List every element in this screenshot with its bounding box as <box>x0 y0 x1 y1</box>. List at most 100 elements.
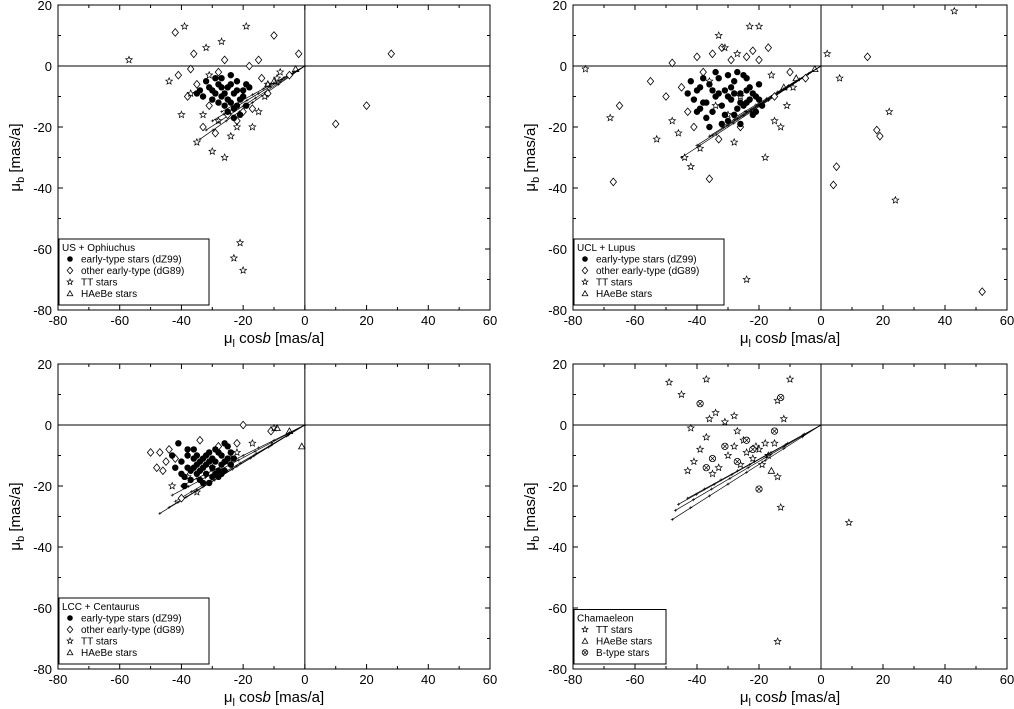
trend-line-marker <box>173 499 177 503</box>
data-point <box>702 464 710 472</box>
data-point <box>202 452 210 459</box>
y-axis-label: μb [mas/a] <box>522 123 542 191</box>
data-point <box>767 466 776 474</box>
trend-line-marker <box>670 518 674 522</box>
data-point <box>206 479 213 487</box>
data-point <box>221 90 228 97</box>
trend-line-marker <box>237 458 241 462</box>
series-open-triangle <box>779 65 819 91</box>
legend-entry: TT stars <box>81 278 117 289</box>
trend-line-marker <box>257 91 261 95</box>
y-tick-label: -60 <box>33 601 52 616</box>
data-point <box>743 75 750 82</box>
data-point <box>263 80 272 88</box>
data-point <box>731 78 738 85</box>
series-filled-circle <box>193 71 253 122</box>
legend-entry: HAeBe stars <box>596 637 652 648</box>
data-point <box>723 451 733 460</box>
trend-line-marker <box>238 461 242 465</box>
x-tick-label: -80 <box>564 672 583 687</box>
y-tick-label: 0 <box>45 59 52 74</box>
series-filled-circle <box>684 68 766 131</box>
trend-line-marker <box>745 470 749 474</box>
data-point <box>733 426 742 435</box>
trend-line-marker <box>198 137 202 141</box>
legend-marker <box>66 277 74 286</box>
data-point <box>689 457 699 466</box>
data-point <box>190 49 198 59</box>
trend-line-marker <box>782 447 786 451</box>
trend-line-marker <box>746 466 750 470</box>
data-point <box>260 92 269 101</box>
series-open-triangle <box>263 65 300 88</box>
data-point <box>218 75 225 82</box>
data-point <box>724 71 732 79</box>
data-point <box>721 87 729 94</box>
series-open-star <box>124 21 285 274</box>
y-tick-label: -40 <box>548 540 567 555</box>
data-point <box>257 73 266 83</box>
trend-line-marker <box>673 508 677 512</box>
data-point <box>891 195 900 204</box>
data-point <box>764 451 773 460</box>
x-axis-label: μl cosb [mas/a] <box>740 330 840 350</box>
y-tick-label: -60 <box>548 601 567 616</box>
data-point <box>786 67 794 77</box>
trend-line-marker <box>187 484 191 488</box>
data-point <box>205 101 213 111</box>
legend-marker <box>581 649 589 656</box>
data-point <box>156 448 164 457</box>
x-tick-label: 40 <box>938 672 952 687</box>
data-point <box>755 55 763 65</box>
trend-line-marker <box>167 505 171 509</box>
trend-line-marker <box>216 120 220 124</box>
legend-entry: early-type stars (dZ99) <box>596 255 697 266</box>
data-point <box>606 113 615 122</box>
legend-title: LCC + Centaurus <box>62 602 140 613</box>
data-point <box>187 476 194 484</box>
y-axis-label: μb [mas/a] <box>7 123 27 191</box>
data-point <box>263 79 273 88</box>
data-point <box>193 90 201 97</box>
y-axis-label: μb [mas/a] <box>7 482 27 550</box>
data-point <box>695 143 705 152</box>
y-tick-label: 20 <box>553 357 567 372</box>
data-point <box>230 114 238 122</box>
data-point <box>733 49 742 58</box>
data-point <box>714 463 723 472</box>
legend-box <box>58 597 210 665</box>
data-point <box>167 481 177 490</box>
data-point <box>777 393 785 402</box>
data-point <box>721 442 729 450</box>
legend-marker <box>66 625 74 634</box>
data-point <box>693 108 701 115</box>
data-point <box>755 485 763 493</box>
data-point <box>362 101 371 111</box>
trend-line-marker <box>763 458 767 462</box>
legend-title: Chamaeleon <box>577 614 634 625</box>
trend-line-marker <box>224 119 228 123</box>
panel-bottom-left: -80 -60 -40 -20 0 20 40 60 20 0 -20 -40 -60 -80 μl cos… <box>7 357 497 709</box>
data-point <box>761 438 770 447</box>
data-point <box>677 390 686 399</box>
y-tick-label: 20 <box>38 0 52 13</box>
legend-entry: TT stars <box>596 625 632 636</box>
data-point <box>227 81 234 88</box>
data-point <box>755 81 763 88</box>
data-point <box>693 52 701 62</box>
x-tick-label: -60 <box>626 313 645 328</box>
data-point <box>186 64 195 74</box>
trend-line-marker <box>676 502 680 506</box>
trend-line-marker <box>211 128 215 132</box>
data-point <box>708 469 717 478</box>
data-point <box>211 128 220 138</box>
data-point <box>829 180 838 190</box>
data-point <box>248 438 257 447</box>
trend-line-marker <box>702 487 706 491</box>
data-point <box>235 238 245 247</box>
trend-line-marker <box>282 75 286 79</box>
data-point <box>212 90 219 97</box>
trend-line-marker <box>707 134 711 138</box>
trend-line-marker <box>732 121 736 125</box>
